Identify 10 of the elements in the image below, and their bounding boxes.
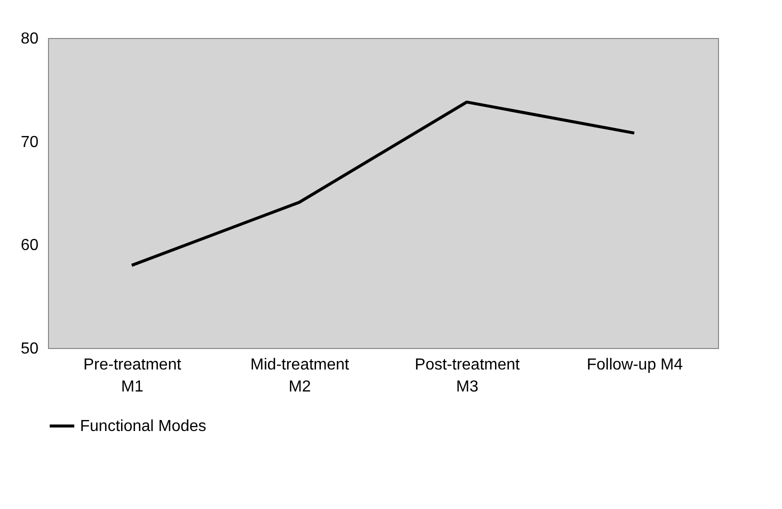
x-tick-label: Pre-treatment M1 — [83, 356, 182, 396]
y-tick-label: 70 — [20, 134, 39, 151]
x-tick-label: Mid-treatment M2 — [250, 356, 350, 396]
x-tick-label: Post-treatment M3 — [414, 356, 520, 396]
y-tick-label: 60 — [20, 237, 39, 254]
legend-label: Functional Modes — [80, 418, 206, 435]
y-tick-label: 50 — [20, 340, 39, 358]
line-series — [130, 100, 636, 267]
x-tick-label: Follow-up M4 — [586, 356, 683, 374]
y-tick-label: 80 — [20, 30, 39, 48]
